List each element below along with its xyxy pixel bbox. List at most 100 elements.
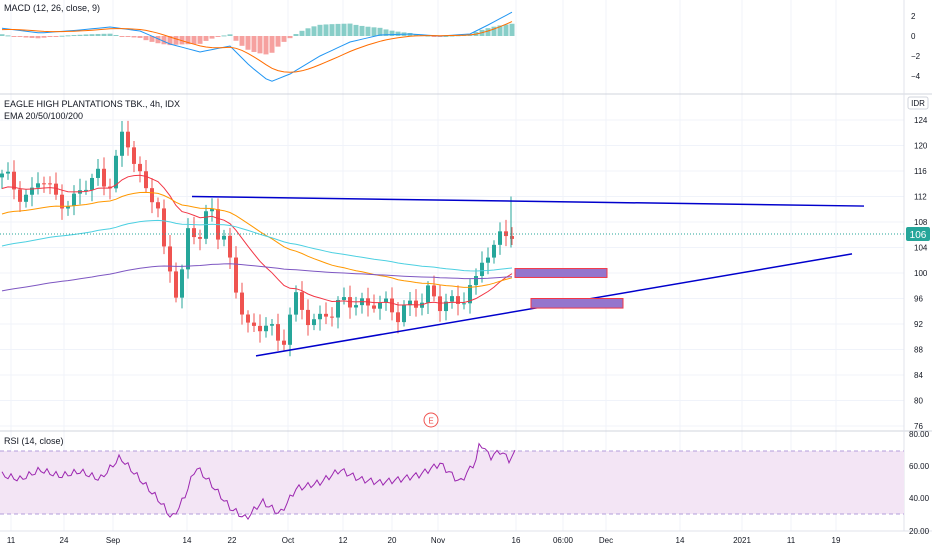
time-tick-label: Oct: [282, 536, 295, 545]
rsi-tick-label: 80.00: [909, 430, 930, 439]
candle-body: [264, 325, 268, 332]
current-price-label: 106: [910, 230, 927, 241]
rsi-tick-label: 40.00: [909, 494, 930, 503]
macd-histogram-bar: [317, 24, 323, 36]
time-tick-label: 12: [339, 536, 348, 545]
macd-tick-label: 2: [911, 12, 916, 21]
macd-histogram-bar: [233, 36, 239, 41]
macd-pane: [0, 11, 515, 82]
macd-histogram-bar: [395, 31, 401, 36]
macd-histogram-bar: [173, 36, 179, 45]
macd-histogram-bar: [239, 36, 245, 46]
macd-histogram-bar: [353, 24, 359, 36]
zone-box-upper: [514, 268, 608, 278]
macd-histogram-bar: [83, 34, 89, 36]
time-tick-label: 24: [60, 536, 69, 545]
candle-body: [288, 314, 292, 345]
time-tick-label: 2021: [733, 536, 751, 545]
candle-body: [24, 194, 28, 202]
macd-histogram-bar: [155, 36, 161, 44]
price-tick-label: 92: [914, 320, 923, 329]
price-tick-label: 120: [914, 142, 928, 151]
zone-box-lower: [530, 298, 624, 309]
macd-histogram-bar: [281, 36, 287, 42]
candle-body: [36, 183, 40, 188]
candle-body: [378, 302, 382, 309]
candle-body: [18, 189, 22, 202]
macd-tick-label: −4: [911, 72, 921, 81]
candle-body: [48, 183, 52, 185]
time-tick-label: 14: [183, 536, 192, 545]
grid: [0, 0, 904, 531]
time-tick-label: Sep: [106, 536, 121, 545]
macd-histogram-bar: [443, 35, 449, 37]
macd-histogram-bar: [143, 36, 149, 41]
candle-body: [90, 177, 94, 190]
price-tick-label: 108: [914, 218, 928, 227]
candle-body: [504, 231, 508, 237]
macd-histogram-bar: [329, 24, 335, 36]
macd-histogram-bar: [203, 36, 209, 41]
time-tick-label: 11: [7, 536, 16, 545]
candle-body: [348, 297, 352, 308]
macd-histogram-bar: [257, 36, 263, 54]
candle-body: [222, 235, 226, 240]
macd-histogram-bar: [197, 36, 203, 44]
candle-body: [234, 257, 238, 293]
candle-body: [108, 186, 112, 189]
macd-histogram-bar: [449, 35, 455, 37]
macd-histogram-bar: [389, 30, 395, 36]
rsi-label: RSI (14, close): [4, 436, 64, 446]
macd-histogram-bar: [491, 26, 497, 36]
time-tick-label: 19: [832, 536, 841, 545]
time-tick-label: Nov: [431, 536, 445, 545]
candle-body: [180, 269, 184, 298]
candle-body: [450, 296, 454, 302]
ema-label: EMA 20/50/100/200: [4, 111, 83, 121]
ema200-line: [1, 263, 513, 292]
candle-body: [336, 299, 340, 318]
macd-histogram-bar: [149, 36, 155, 42]
macd-histogram-bar: [209, 36, 215, 39]
candle-body: [96, 168, 100, 178]
macd-histogram-bar: [227, 34, 233, 36]
candle-body: [66, 205, 70, 209]
candle-body: [102, 168, 106, 187]
candle-body: [294, 292, 298, 315]
candle-body: [12, 171, 16, 190]
macd-histogram-bar: [341, 23, 347, 36]
candle-body: [246, 314, 250, 323]
macd-histogram-bar: [59, 35, 65, 37]
candle-body: [252, 322, 256, 326]
macd-histogram-bar: [65, 35, 71, 37]
rsi-tick-label: 20.00: [909, 527, 930, 536]
candle-body: [150, 188, 154, 203]
rsi-band: [0, 451, 904, 514]
price-tick-label: 124: [914, 116, 928, 125]
macd-histogram-bar: [359, 25, 365, 36]
earnings-marker[interactable]: [423, 412, 439, 428]
candle-body: [138, 163, 142, 172]
candle-body: [342, 297, 346, 300]
price-tick-label: 88: [914, 346, 923, 355]
candle-body: [408, 300, 412, 306]
candle-body: [414, 300, 418, 308]
candle-body: [240, 292, 244, 315]
macd-histogram-bar: [299, 30, 305, 36]
currency-badge[interactable]: [907, 96, 929, 110]
macd-histogram-bar: [11, 36, 17, 37]
candle-body: [324, 313, 328, 317]
time-tick-label: 11: [787, 536, 796, 545]
macd-histogram-bar: [5, 35, 11, 37]
price-tick-label: 116: [914, 167, 927, 176]
macd-signal-line: [1, 21, 513, 73]
candle-body: [60, 194, 64, 209]
macd-histogram-bar: [71, 35, 77, 37]
macd-histogram-bar: [335, 23, 341, 36]
macd-histogram-bar: [305, 28, 311, 36]
macd-histogram-bar: [371, 27, 377, 36]
macd-histogram-bar: [89, 34, 95, 36]
macd-tick-label: 0: [911, 32, 916, 41]
candle-body: [312, 319, 316, 326]
candle-body: [258, 325, 262, 332]
